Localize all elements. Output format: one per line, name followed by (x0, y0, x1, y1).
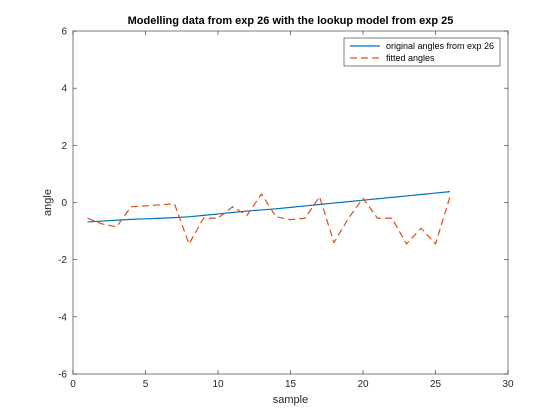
series-line-original (87, 191, 451, 223)
legend-entry-fitted: fitted angles (386, 53, 435, 63)
y-tick-label: -4 (58, 312, 67, 323)
x-axis-label: sample (273, 394, 308, 406)
chart-title: Modelling data from exp 26 with the look… (128, 15, 454, 27)
x-tick-label: 10 (212, 379, 224, 390)
series-line-fitted (87, 193, 451, 245)
y-tick-label: 6 (61, 27, 67, 38)
x-tick-label: 15 (285, 379, 297, 390)
ticks-layer: 0 5 10 15 20 25 30 -6 -4 -2 0 2 4 6 (58, 27, 514, 391)
y-axis-label: angle (42, 189, 54, 216)
plot-area (73, 31, 508, 374)
x-tick-label: 20 (357, 379, 369, 390)
y-tick-label: -2 (58, 255, 67, 266)
x-tick-label: 0 (70, 379, 76, 390)
legend-entry-original: original angles from exp 26 (386, 41, 494, 51)
y-tick-label: 0 (61, 198, 67, 209)
y-tick-label: -6 (58, 370, 67, 381)
y-tick-label: 4 (61, 84, 67, 95)
x-tick-label: 5 (143, 379, 149, 390)
x-tick-label: 30 (502, 379, 514, 390)
x-tick-label: 25 (430, 379, 442, 390)
series-layer (87, 191, 451, 245)
y-tick-label: 2 (61, 141, 67, 152)
legend-box (343, 37, 501, 67)
legend: original angles from exp 26 fitted angle… (343, 37, 501, 67)
